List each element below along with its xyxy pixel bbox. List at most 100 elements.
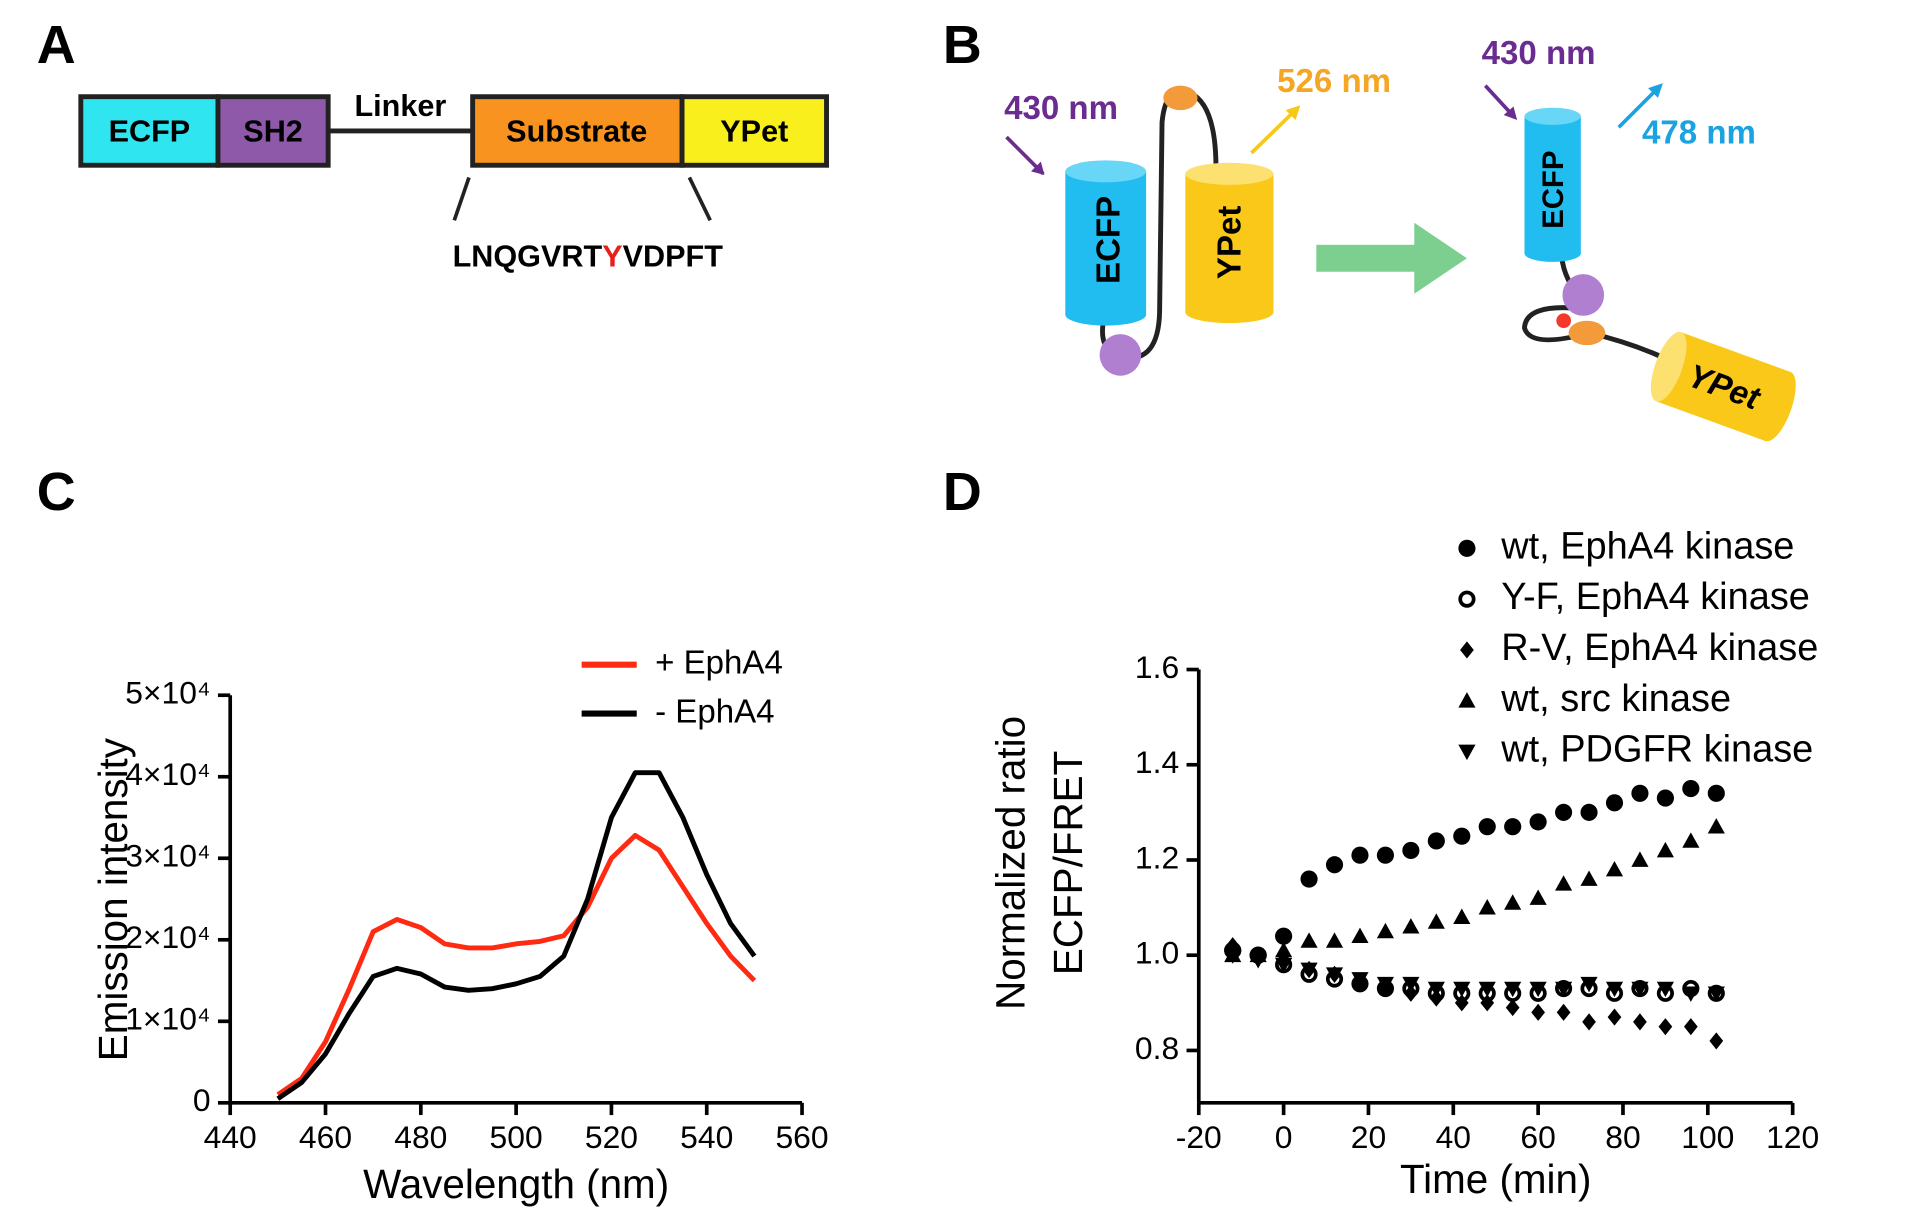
- panel-a: A ECFP SH2 Linker Substrate YPet LNQGVRT…: [37, 15, 829, 273]
- marker: [1555, 875, 1573, 891]
- cylinder-end: [1065, 303, 1147, 326]
- arrow-head: [1285, 105, 1301, 120]
- marker: [1402, 918, 1420, 934]
- arrow-head: [1503, 106, 1518, 120]
- x-tick-label: 480: [394, 1119, 447, 1155]
- legend-label: wt, src kinase: [1500, 678, 1731, 720]
- marker: [1707, 818, 1725, 834]
- x-tick-label: 440: [204, 1119, 257, 1155]
- marker: [1505, 999, 1520, 1017]
- marker: [1529, 889, 1547, 905]
- y-tick-label: 1.2: [1135, 839, 1179, 875]
- marker: [1555, 981, 1573, 998]
- marker: [1427, 913, 1445, 929]
- legend-marker: [1460, 641, 1474, 659]
- marker: [1376, 976, 1394, 993]
- marker: [1325, 932, 1344, 948]
- marker: [1555, 803, 1573, 821]
- marker: [1453, 827, 1471, 845]
- substrate-blob: [1163, 85, 1198, 111]
- marker: [1709, 1032, 1724, 1050]
- linker-curve: [1522, 254, 1685, 370]
- marker: [1478, 981, 1496, 998]
- marker: [1275, 941, 1293, 958]
- y-tick-label: 1.0: [1135, 935, 1179, 971]
- marker: [1504, 818, 1522, 836]
- marker: [1376, 922, 1394, 939]
- x-tick-label: 120: [1766, 1119, 1819, 1155]
- pointer-line: [452, 176, 471, 221]
- marker: [1556, 1003, 1571, 1021]
- marker: [1682, 986, 1700, 1002]
- domain-label: SH2: [243, 114, 303, 148]
- marker: [1351, 927, 1369, 944]
- marker: [1656, 981, 1674, 998]
- marker: [1478, 899, 1496, 915]
- marker: [1454, 994, 1469, 1012]
- marker: [1605, 794, 1624, 812]
- ypet-domain: [679, 94, 829, 168]
- marker: [1453, 908, 1471, 924]
- marker: [1325, 856, 1344, 874]
- x-tick-label: -20: [1176, 1119, 1222, 1155]
- marker: [1376, 846, 1394, 864]
- sequence-part: VDPFT: [623, 239, 724, 273]
- series-line: [276, 770, 757, 1101]
- marker: [1529, 981, 1547, 998]
- marker: [1580, 976, 1598, 993]
- cylinder-top: [1650, 331, 1687, 402]
- legend-label: wt, PDGFR kinase: [1500, 729, 1813, 771]
- marker: [1682, 832, 1700, 848]
- cylinder-label: YPet: [1212, 206, 1249, 279]
- x-tick-label: 0: [1275, 1119, 1293, 1155]
- legend-label: + EphA4: [655, 644, 783, 681]
- marker: [1351, 846, 1369, 864]
- legend-marker: [1458, 539, 1476, 557]
- arrow-head: [1031, 161, 1045, 176]
- marker: [1605, 981, 1624, 998]
- marker: [1631, 784, 1649, 802]
- pointer-line: [687, 176, 712, 222]
- legend-label: wt, EphA4 kinase: [1500, 525, 1794, 567]
- substrate-blob: [1568, 320, 1606, 346]
- marker: [1631, 981, 1649, 998]
- emission-arrow: [1250, 106, 1300, 155]
- marker: [1224, 948, 1242, 964]
- marker: [1682, 779, 1700, 798]
- sequence: LNQGVRTYVDPFT: [453, 239, 724, 273]
- y-tick-label: 1.6: [1135, 649, 1179, 685]
- marker: [1656, 789, 1674, 807]
- cylinder-label: ECFP: [1537, 151, 1570, 229]
- ypet-cylinder-group: YPet: [1650, 331, 1796, 442]
- sh2-domain: [215, 94, 331, 168]
- y-tick-label: 0: [193, 1082, 211, 1118]
- marker: [1453, 981, 1471, 998]
- panel-letter: A: [37, 15, 76, 75]
- marker: [1480, 994, 1495, 1012]
- sequence-part: LNQGVRT: [453, 239, 603, 273]
- marker: [1275, 927, 1293, 945]
- legend-marker: [1458, 590, 1476, 608]
- emission-label: 526 nm: [1277, 63, 1391, 100]
- domain-label: YPet: [720, 114, 788, 148]
- legend-label: - EphA4: [655, 693, 774, 730]
- x-tick-label: 40: [1436, 1119, 1471, 1155]
- marker: [1429, 989, 1444, 1007]
- x-tick-label: 20: [1351, 1119, 1386, 1155]
- legend-label: R-V, EphA4 kinase: [1501, 627, 1818, 669]
- x-tick-label: 560: [775, 1119, 828, 1155]
- marker: [1275, 957, 1293, 974]
- substrate-domain: [470, 94, 685, 168]
- marker: [1707, 986, 1725, 1002]
- cylinder-top: [1524, 107, 1581, 125]
- x-tick-label: 500: [490, 1119, 543, 1155]
- sequence-part: Y: [602, 239, 622, 273]
- y-tick-label: 1×10⁴: [125, 1001, 210, 1037]
- legend-marker: [1458, 744, 1476, 761]
- legend-marker: [1458, 692, 1476, 708]
- y-axis-title: Normalized ratio: [988, 716, 1034, 1010]
- y-tick-label: 0.8: [1135, 1030, 1179, 1066]
- cylinder-end: [1524, 244, 1581, 262]
